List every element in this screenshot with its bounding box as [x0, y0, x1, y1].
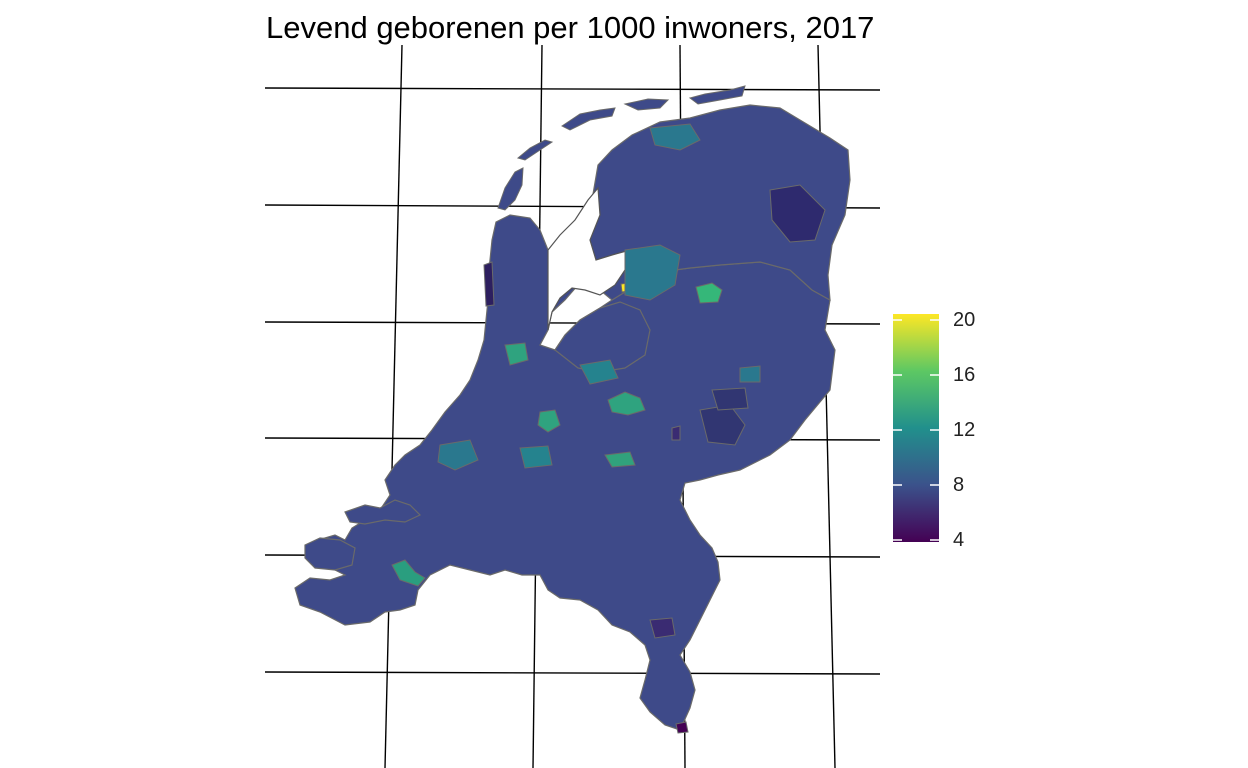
graticule-line [264, 87, 881, 91]
legend-tick-label: 4 [953, 529, 965, 551]
region-low-6 [649, 617, 676, 639]
legend-tick-label: 16 [953, 364, 976, 386]
region-high-1 [695, 282, 723, 304]
region-high-5 [504, 342, 529, 366]
region-mid-6 [579, 359, 619, 385]
legend-tick-label: 8 [953, 474, 965, 496]
region-low-5 [675, 721, 689, 734]
island-vlieland [516, 139, 554, 161]
region-high-3 [537, 409, 561, 433]
region-high-2 [607, 391, 646, 416]
region-high-4 [391, 559, 426, 587]
wadden-islands [497, 85, 746, 211]
legend-colorbar [893, 314, 939, 542]
region-low-4 [711, 387, 749, 411]
region-mid-1 [624, 244, 681, 301]
graticule-line [264, 671, 881, 675]
island-terschelling [561, 107, 616, 131]
region-mid-2 [649, 123, 701, 151]
region-low-7 [671, 425, 681, 441]
island-schiermonnikoog [688, 85, 746, 105]
island-ameland [623, 98, 670, 111]
map-title: Levend geborenen per 1000 inwoners, 2017 [266, 10, 875, 45]
region-mid-4 [739, 365, 761, 383]
legend [893, 314, 939, 542]
region-mid-3 [437, 439, 479, 471]
legend-tick-label: 12 [953, 419, 976, 441]
legend-tick-label: 20 [953, 309, 976, 331]
municipalities-walcheren [304, 537, 356, 571]
netherlands-land [294, 104, 851, 731]
highlighted-municipalities [391, 123, 826, 734]
region-high-6 [604, 451, 636, 468]
island-texel [497, 167, 524, 211]
region-low-1 [483, 261, 495, 307]
region-low-2 [769, 184, 826, 243]
graticule-line [384, 44, 403, 768]
municipalities-zeeland-north [344, 499, 422, 525]
region-mid-5 [519, 445, 553, 469]
